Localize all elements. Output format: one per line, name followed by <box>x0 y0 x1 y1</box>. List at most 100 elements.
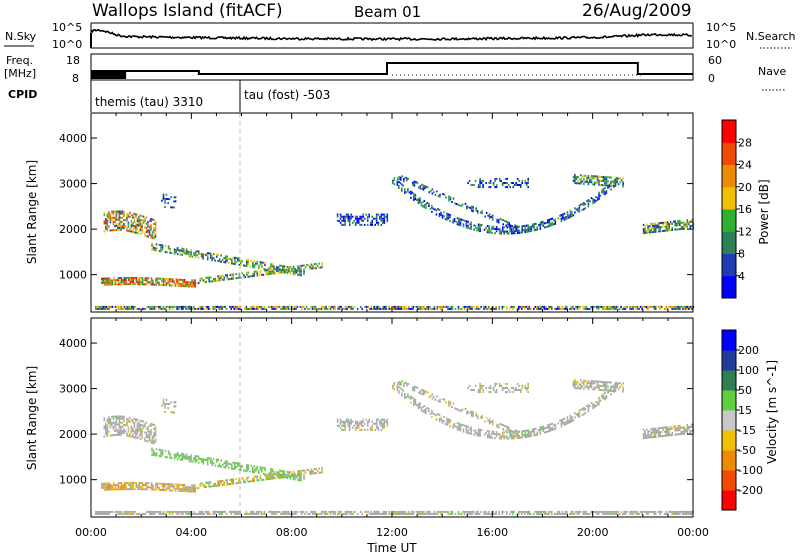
power-cell <box>354 215 357 218</box>
power-cell <box>604 182 606 185</box>
power-cell <box>115 212 118 215</box>
power-cell <box>384 307 386 310</box>
velocity-cell <box>156 482 159 485</box>
power-cell <box>642 230 645 232</box>
velocity-cell <box>470 412 473 415</box>
velocity-cell <box>125 510 127 513</box>
power-cell <box>120 283 123 286</box>
power-cell <box>132 283 135 286</box>
power-cell <box>195 307 198 310</box>
power-cell <box>495 186 498 189</box>
velocity-cell <box>512 391 514 394</box>
power-cell <box>466 207 468 210</box>
power-cell <box>178 249 180 252</box>
velocity-cell <box>400 510 403 513</box>
velocity-cell <box>533 430 536 433</box>
power-cell <box>111 219 113 221</box>
power-cell <box>174 196 177 199</box>
power-cell <box>160 248 162 251</box>
power-cell <box>571 215 573 218</box>
power-cell <box>235 261 238 264</box>
power-cell <box>677 220 679 223</box>
power-cell <box>196 254 198 257</box>
velocity-cell <box>512 387 514 389</box>
velocity-cell <box>298 472 301 475</box>
velocity-cell <box>203 486 206 489</box>
velocity-cell <box>252 471 254 474</box>
power-cell <box>529 226 531 229</box>
power-cell <box>605 190 608 192</box>
power-cell <box>654 224 657 227</box>
power-cell <box>491 231 493 234</box>
velocity-cell <box>141 430 143 433</box>
velocity-cell <box>120 486 123 489</box>
velocity-cell <box>197 461 200 464</box>
velocity-cell <box>371 424 373 427</box>
velocity-cell <box>446 423 448 426</box>
velocity-cell <box>123 484 126 486</box>
velocity-cell <box>173 405 175 408</box>
power-cell <box>200 255 203 258</box>
power-cell <box>508 223 510 226</box>
velocity-cell <box>138 421 140 424</box>
velocity-cell <box>448 402 450 405</box>
power-cell <box>154 235 157 238</box>
power-cell <box>657 228 660 231</box>
velocity-cell <box>252 469 254 471</box>
velocity-cell <box>148 432 151 435</box>
power-cell <box>370 305 372 308</box>
power-cell <box>412 305 415 308</box>
velocity-cell <box>160 449 162 452</box>
power-cell <box>601 184 603 187</box>
power-cell <box>276 266 278 269</box>
power-cell <box>616 177 618 179</box>
power-cell <box>469 206 471 209</box>
velocity-cell <box>578 512 580 515</box>
velocity-cell <box>105 429 107 432</box>
power-cell <box>135 231 137 234</box>
power-cell <box>107 307 109 310</box>
power-cell <box>292 273 295 276</box>
velocity-cell <box>576 512 579 515</box>
velocity-cell <box>141 436 143 439</box>
velocity-cell <box>554 423 557 426</box>
velocity-cell <box>256 512 258 515</box>
velocity-cell <box>550 429 552 432</box>
power-cell <box>111 217 113 219</box>
power-cell <box>438 305 440 308</box>
velocity-cell <box>282 474 284 477</box>
power-cell <box>138 283 141 286</box>
power-cell <box>262 267 265 270</box>
velocity-cell <box>135 418 137 421</box>
power-cell <box>156 279 159 282</box>
velocity-cell <box>533 428 536 431</box>
velocity-cell <box>596 512 598 515</box>
power-cell <box>265 271 268 274</box>
power-cell <box>577 207 579 210</box>
power-cell <box>153 237 155 240</box>
velocity-cell <box>396 510 398 513</box>
power-cell <box>190 255 192 258</box>
velocity-cell <box>193 458 195 461</box>
power-cell <box>118 226 121 229</box>
velocity-cell <box>536 510 538 513</box>
velocity-cell <box>590 380 593 383</box>
power-cell <box>607 184 609 187</box>
power-cell <box>215 305 217 308</box>
power-cell <box>173 282 175 285</box>
velocity-cell <box>547 424 549 427</box>
power-cell <box>311 307 314 310</box>
velocity-cell <box>300 469 302 472</box>
beam-title: Beam 01 <box>354 3 421 21</box>
velocity-cell <box>167 483 169 486</box>
power-cell <box>230 305 233 308</box>
velocity-cell <box>435 418 438 421</box>
velocity-cell <box>446 419 448 422</box>
velocity-cell <box>614 512 616 515</box>
power-cell <box>120 216 122 219</box>
power-cell <box>677 222 679 225</box>
power-cell <box>283 271 286 274</box>
velocity-cell <box>351 426 354 429</box>
velocity-cell <box>342 422 345 425</box>
velocity-cell <box>145 421 148 424</box>
